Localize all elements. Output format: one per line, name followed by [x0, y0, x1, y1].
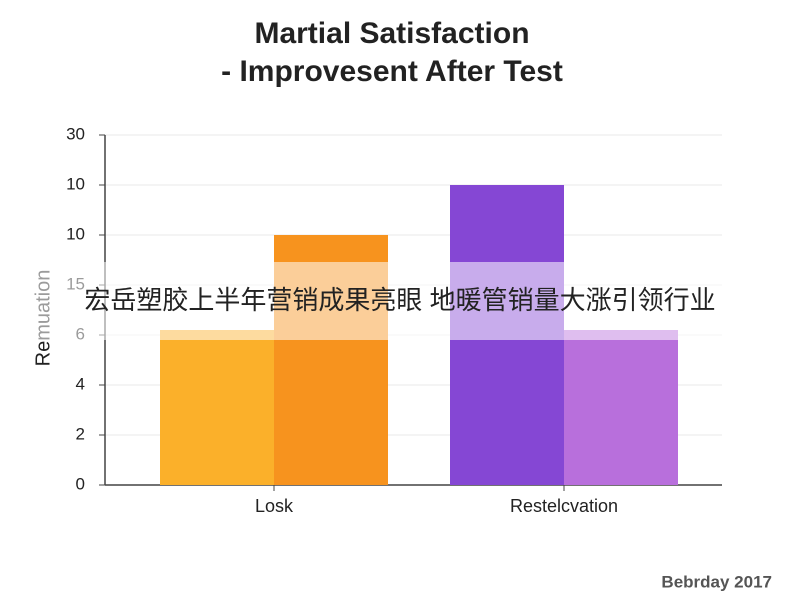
bar [564, 330, 678, 485]
y-tick-label: 30 [66, 124, 85, 143]
y-tick-label: 2 [76, 424, 85, 443]
overlay-text: 宏岳塑胶上半年营销成果亮眼 地暖管销量大涨引领行业 [84, 285, 715, 315]
y-tick-label: 10 [66, 224, 85, 243]
chart-title: Martial Satisfaction [254, 17, 529, 50]
chart-title: - Improvesent After Test [221, 55, 563, 88]
bar [160, 330, 274, 485]
y-tick-label: 10 [66, 174, 85, 193]
footer: Bebrday 2017 [661, 572, 772, 591]
overlay-band [0, 262, 800, 340]
x-tick-label: Losk [255, 496, 294, 516]
y-tick-label: 0 [76, 474, 85, 493]
y-tick-label: 4 [76, 374, 85, 393]
x-tick-label: Restelcvation [510, 496, 618, 516]
